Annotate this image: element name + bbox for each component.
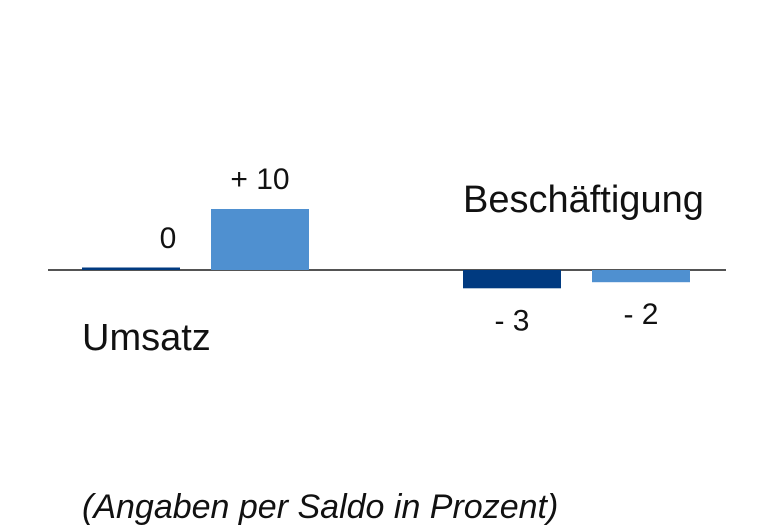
value-label-1-1: - 2 <box>623 298 658 331</box>
bar-1-0 <box>463 270 561 289</box>
bars <box>82 209 690 289</box>
category-label-beschaeftigung: Beschäftigung <box>463 179 704 221</box>
bar-chart: 0 + 10 - 3 - 2 Umsatz Beschäftigung <box>48 163 726 359</box>
value-label-0-0: 0 <box>160 222 177 255</box>
footnote: (Angaben per Saldo in Prozent) <box>82 488 559 526</box>
value-label-0-1: + 10 <box>230 163 289 196</box>
value-label-1-0: - 3 <box>494 304 529 337</box>
category-label-umsatz: Umsatz <box>82 317 211 359</box>
bar-0-1 <box>211 209 309 270</box>
bar-1-1 <box>592 270 690 283</box>
bar-0-0 <box>82 267 180 270</box>
labels: 0 + 10 - 3 - 2 <box>160 163 659 337</box>
